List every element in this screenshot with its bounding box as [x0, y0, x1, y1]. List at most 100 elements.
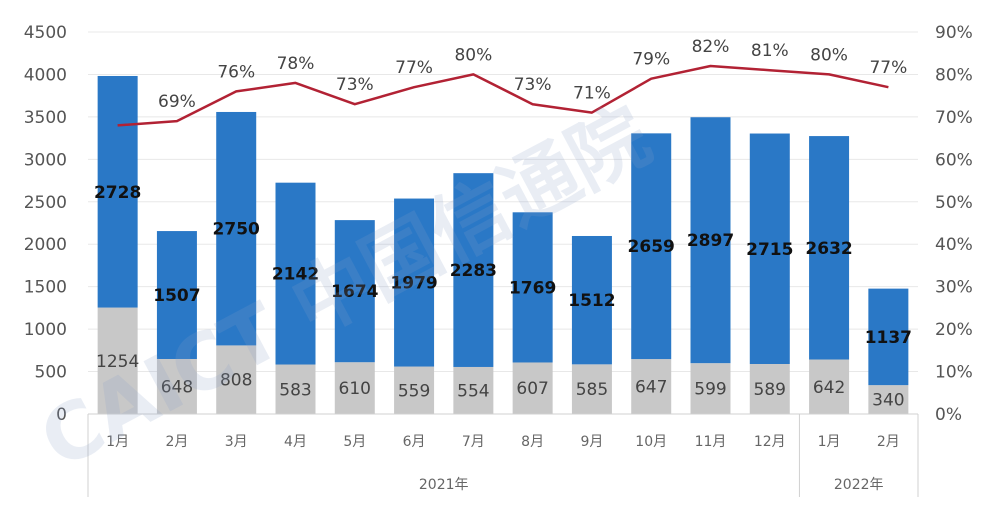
axes-layer: 0 500 1000 1500 2000 2500 3000 3500 4000 4500 0% 10… [24, 23, 973, 497]
data-label-5g: 2142 [272, 265, 319, 285]
data-label-other: 1254 [96, 352, 139, 372]
y2-tick-label: 0% [935, 405, 962, 425]
share-line [117, 64, 889, 127]
y-tick-label: 0 [56, 405, 67, 425]
data-label-5g: 1507 [153, 286, 200, 306]
bar-segment-5g [334, 220, 375, 363]
x-tick-label: 11月 [695, 434, 727, 450]
bar-segment-5g [156, 231, 197, 359]
data-label-5g: 2632 [805, 239, 852, 259]
bar-segment-other [809, 359, 850, 414]
bar-segment-5g [216, 111, 257, 346]
share-label: 73% [514, 75, 552, 95]
bar-segment-other [868, 385, 909, 414]
bar-segment-5g [453, 173, 494, 367]
y2-tick-label: 60% [935, 150, 973, 170]
year-group-label: 2021年 [419, 477, 469, 493]
data-label-other: 610 [339, 379, 371, 399]
data-label-5g: 2715 [746, 240, 793, 260]
y2-tick-label: 40% [935, 235, 973, 255]
data-label-other: 648 [161, 377, 193, 397]
bar-segment-5g [275, 182, 316, 365]
bar-segment-other [394, 366, 435, 414]
y2-tick-label: 80% [935, 65, 973, 85]
y-tick-label: 4000 [24, 65, 67, 85]
x-tick-label: 8月 [521, 434, 544, 450]
share-label: 81% [751, 41, 789, 61]
y-tick-label: 3000 [24, 150, 67, 170]
bar-segment-5g [868, 288, 909, 386]
data-label-5g: 1979 [390, 274, 437, 294]
bar-segment-other [334, 362, 375, 414]
bar-segment-other [631, 359, 672, 414]
bar-segment-5g [749, 133, 790, 365]
data-label-other: 607 [516, 379, 548, 399]
y2-tick-label: 30% [935, 278, 973, 298]
y-tick-label: 1000 [24, 320, 67, 340]
share-label: 78% [277, 54, 315, 74]
y2-tick-label: 90% [935, 23, 973, 43]
data-label-other: 647 [635, 378, 667, 398]
share-label: 80% [454, 45, 492, 65]
x-tick-label: 3月 [225, 434, 248, 450]
y2-tick-label: 20% [935, 320, 973, 340]
x-tick-label: 1月 [818, 434, 841, 450]
data-label-other: 599 [694, 380, 726, 400]
share-label: 69% [158, 92, 196, 112]
bar-segment-5g [571, 235, 612, 365]
y2-tick-label: 50% [935, 193, 973, 213]
share-label: 73% [336, 75, 374, 95]
y-tick-label: 4500 [24, 23, 67, 43]
y-tick-label: 1500 [24, 278, 67, 298]
data-label-other: 340 [872, 391, 904, 411]
y2-tick-label: 10% [935, 363, 973, 383]
bar-segment-other [275, 364, 316, 414]
bar-segment-5g [809, 136, 850, 360]
data-label-other: 808 [220, 371, 252, 391]
x-tick-label: 9月 [580, 434, 603, 450]
y-tick-label: 2000 [24, 235, 67, 255]
data-label-5g: 2750 [213, 220, 260, 240]
bar-segment-5g [512, 212, 553, 363]
share-label: 76% [217, 62, 255, 82]
data-label-5g: 2659 [628, 237, 675, 257]
x-tick-label: 10月 [635, 434, 667, 450]
bar-segment-5g [97, 75, 138, 308]
bar-segment-other [690, 363, 731, 414]
data-label-other: 583 [279, 380, 311, 400]
x-tick-label: 2月 [877, 434, 900, 450]
bar-segment-other [156, 358, 197, 414]
x-tick-label: 2月 [165, 434, 188, 450]
bar-segment-other [571, 364, 612, 414]
data-label-5g: 2283 [450, 261, 497, 281]
bar-segment-other [453, 366, 494, 414]
bar-segment-other [216, 345, 257, 414]
data-label-other: 585 [576, 380, 608, 400]
data-label-5g: 2897 [687, 231, 734, 251]
data-label-5g: 1137 [865, 328, 912, 348]
data-label-other: 554 [457, 381, 489, 401]
x-tick-label: 6月 [403, 434, 426, 450]
share-label: 79% [632, 50, 670, 70]
y2-tick-label: 70% [935, 108, 973, 128]
data-label-other: 589 [754, 380, 786, 400]
data-label-5g: 2728 [94, 183, 141, 203]
data-label-5g: 1674 [331, 282, 378, 302]
line-layer [117, 64, 889, 127]
bars-layer [97, 75, 909, 414]
data-label-other: 642 [813, 378, 845, 398]
y-tick-label: 500 [35, 363, 67, 383]
bar-segment-other [97, 307, 138, 414]
bar-segment-other [512, 362, 553, 414]
share-label: 77% [869, 58, 907, 78]
share-label: 77% [395, 58, 433, 78]
share-label: 82% [692, 37, 730, 57]
x-tick-label: 4月 [284, 434, 307, 450]
x-tick-label: 12月 [754, 434, 786, 450]
bar-segment-5g [394, 198, 435, 367]
bar-segment-5g [690, 117, 731, 364]
y-tick-label: 2500 [24, 193, 67, 213]
year-group-label: 2022年 [834, 477, 884, 493]
data-label-5g: 1512 [568, 291, 615, 311]
